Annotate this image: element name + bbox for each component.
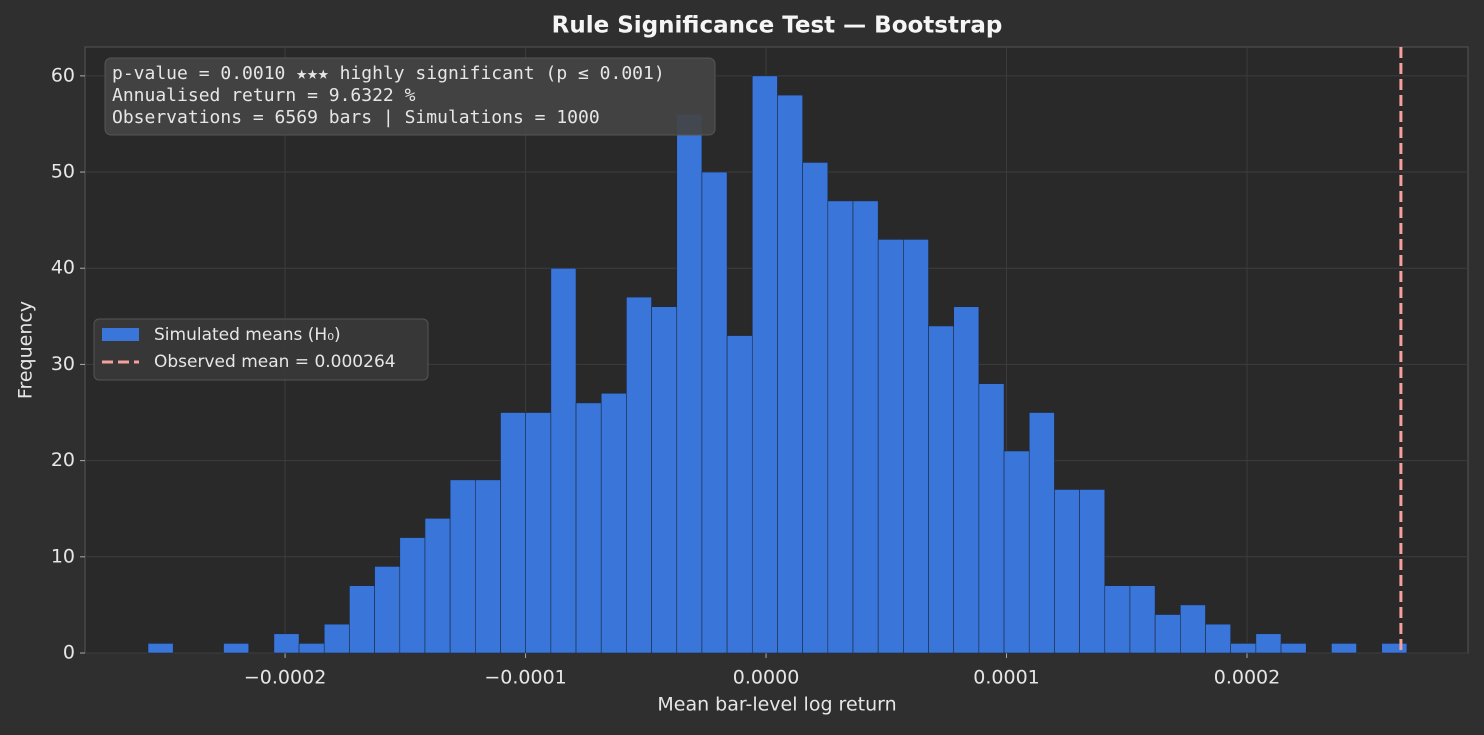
y-tick-label: 10 bbox=[51, 545, 75, 567]
bar bbox=[1154, 614, 1181, 654]
bar bbox=[349, 585, 375, 654]
y-tick-label: 30 bbox=[51, 353, 75, 375]
marks bbox=[147, 47, 1408, 654]
bar bbox=[1129, 585, 1156, 654]
bar bbox=[827, 200, 854, 654]
x-tick-label: −0.0002 bbox=[244, 667, 326, 689]
bar bbox=[953, 306, 980, 654]
bar bbox=[676, 114, 703, 654]
x-tick-label: 0.0001 bbox=[973, 667, 1039, 689]
bar bbox=[449, 479, 476, 654]
bar bbox=[1230, 643, 1257, 654]
legend-label: Observed mean = 0.000264 bbox=[154, 352, 396, 372]
bar bbox=[550, 267, 577, 654]
annotation-line: Observations = 6569 bars | Simulations =… bbox=[112, 107, 600, 128]
y-tick-label: 50 bbox=[51, 161, 75, 183]
bar bbox=[575, 402, 602, 654]
legend-label: Simulated means (H₀) bbox=[154, 325, 341, 345]
y-tick-label: 0 bbox=[63, 642, 75, 664]
overlay: p-value = 0.0010 ★★★ highly significant … bbox=[93, 57, 716, 381]
bar bbox=[147, 643, 174, 654]
bar bbox=[877, 239, 904, 654]
bar bbox=[1003, 450, 1030, 654]
bar bbox=[1054, 489, 1080, 654]
bar bbox=[298, 643, 325, 654]
y-tick-label: 40 bbox=[51, 257, 75, 279]
annotation-box bbox=[104, 57, 716, 136]
bar bbox=[626, 296, 652, 654]
bar bbox=[374, 566, 401, 654]
bar bbox=[1331, 643, 1357, 654]
bar bbox=[600, 392, 627, 654]
bar bbox=[525, 412, 552, 654]
x-axis-label: Mean bar-level log return bbox=[657, 694, 896, 716]
bar bbox=[1381, 643, 1408, 654]
bar bbox=[978, 383, 1005, 654]
bar bbox=[424, 518, 451, 654]
bar bbox=[1205, 623, 1231, 654]
bar bbox=[500, 412, 526, 654]
bar bbox=[475, 479, 501, 654]
bar bbox=[1104, 585, 1131, 654]
bar bbox=[726, 335, 753, 654]
y-axis-label: Frequency bbox=[15, 301, 37, 399]
bar bbox=[1079, 489, 1106, 654]
y-tick-label: 20 bbox=[51, 449, 75, 471]
legend-box bbox=[93, 318, 429, 381]
bar bbox=[777, 94, 803, 654]
bar bbox=[701, 171, 728, 654]
bar bbox=[751, 75, 778, 654]
x-tick-label: 0.0000 bbox=[733, 667, 799, 689]
bar bbox=[651, 306, 678, 654]
bar bbox=[802, 162, 829, 654]
annotation-line: Annualised return = 9.6322 % bbox=[112, 85, 416, 106]
bar bbox=[1028, 412, 1055, 654]
bar bbox=[223, 643, 250, 654]
legend-swatch bbox=[102, 328, 139, 341]
chart-title: Rule Significance Test — Bootstrap bbox=[552, 13, 1003, 39]
y-tick-label: 60 bbox=[51, 64, 75, 86]
x-tick-label: 0.0002 bbox=[1214, 667, 1280, 689]
bar bbox=[399, 537, 426, 654]
bar bbox=[903, 239, 929, 654]
bar bbox=[1255, 633, 1282, 654]
bar bbox=[1180, 604, 1206, 654]
bar bbox=[928, 325, 955, 654]
x-tick-label: −0.0001 bbox=[484, 667, 566, 689]
bar bbox=[323, 623, 350, 654]
bar bbox=[1280, 643, 1307, 654]
bar bbox=[852, 200, 879, 654]
bar bbox=[273, 633, 300, 654]
annotation-line: p-value = 0.0010 ★★★ highly significant … bbox=[112, 63, 665, 84]
